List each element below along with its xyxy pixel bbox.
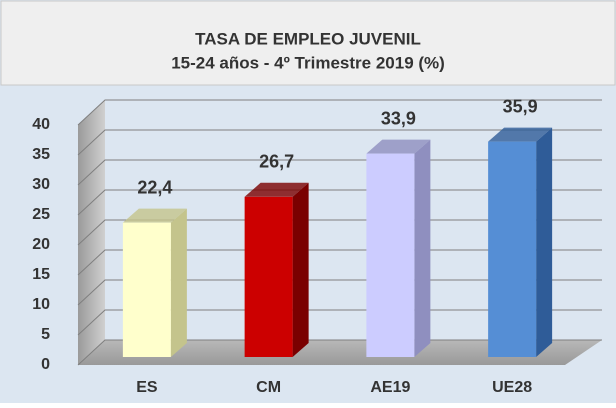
grid-line (77, 189, 602, 216)
bar (366, 153, 415, 357)
value-label: 33,9 (381, 108, 416, 128)
x-tick-label: ES (136, 379, 158, 396)
grid-line (77, 249, 602, 276)
bar-side (170, 208, 187, 357)
y-tick-label: 25 (32, 206, 50, 223)
bar-top (244, 182, 309, 197)
grid-line (77, 339, 602, 366)
y-tick-label: 35 (32, 146, 50, 163)
bar-top (122, 208, 187, 223)
y-tick-label: 40 (32, 116, 50, 133)
bar-top (488, 127, 553, 142)
grid-line (77, 279, 602, 306)
grid-line (77, 219, 602, 246)
floor (78, 340, 602, 365)
x-tick-label: CM (256, 379, 281, 396)
y-tick-label: 15 (32, 266, 50, 283)
bar-top (366, 139, 431, 154)
chart-subtitle: 15-24 años - 4º Trimestre 2019 (%) (171, 53, 445, 72)
y-tick-label: 20 (32, 236, 50, 253)
plot: 0 5 10 15 20 25 30 35 40 ES 22,4 CM 26,7 AE19 33,9 UE28… (32, 96, 602, 396)
x-tick-label: AE19 (370, 379, 410, 396)
y-tick-label: 30 (32, 176, 50, 193)
bar (122, 222, 171, 357)
value-label: 22,4 (137, 177, 172, 197)
y-tick-label: 5 (41, 326, 50, 343)
bar-side (536, 127, 553, 357)
x-tick-label: UE28 (492, 379, 532, 396)
bar (244, 196, 293, 357)
grid-line (77, 309, 602, 336)
y-tick-label: 10 (32, 296, 50, 313)
title-box (0, 0, 616, 86)
grid-line (77, 159, 602, 186)
grid-line (77, 99, 602, 126)
chart-title: TASA DE EMPLEO JUVENIL (195, 29, 421, 48)
value-label: 35,9 (503, 96, 538, 116)
bar-side (292, 182, 309, 357)
bar (488, 141, 537, 357)
bar-side (414, 139, 431, 357)
y-tick-label: 0 (41, 356, 50, 373)
grid-line (77, 129, 602, 156)
value-label: 26,7 (259, 152, 294, 172)
